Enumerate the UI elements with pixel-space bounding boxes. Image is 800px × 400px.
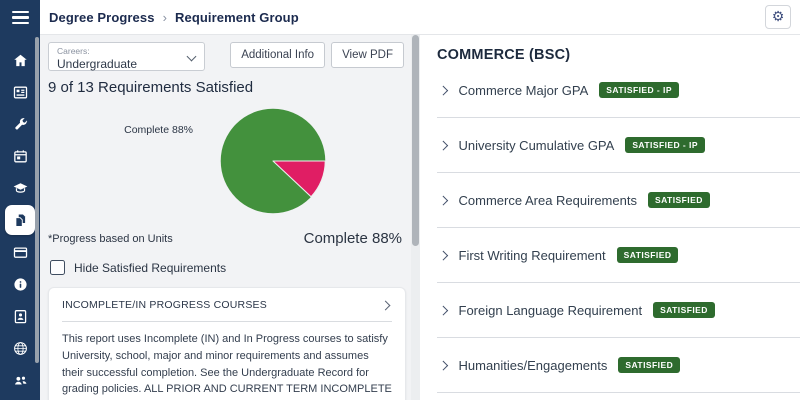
sidebar-scrollbar[interactable]: [35, 37, 39, 363]
complete-percentage-text: Complete 88%: [303, 230, 402, 247]
sidebar-item-global[interactable]: [0, 332, 40, 364]
requirement-row-commerce-major-gpa[interactable]: Commerce Major GPA SATISFIED - IP: [437, 63, 800, 118]
chevron-right-icon: [438, 305, 448, 315]
panel-scrollbar-thumb[interactable]: [412, 35, 419, 246]
panel-scrollbar-track: [411, 35, 420, 400]
pie-incomplete-slice: [272, 160, 326, 198]
sidebar-item-profile-badge[interactable]: [0, 300, 40, 332]
requirement-row-first-writing[interactable]: First Writing Requirement SATISFIED: [437, 228, 800, 283]
people-icon: [14, 376, 26, 384]
progress-panel: Careers: Undergraduate Additional Info V…: [40, 35, 412, 400]
pie-annotation: Complete 88%: [124, 124, 193, 136]
documents-icon: [14, 213, 25, 227]
footnote-row: *Progress based on Units Complete 88%: [48, 230, 406, 247]
globe-icon: [13, 341, 27, 355]
chevron-down-icon: [186, 51, 197, 62]
chevron-right-icon: [438, 140, 448, 150]
requirement-label: University Cumulative GPA: [458, 137, 615, 153]
chevron-right-icon: [438, 360, 448, 370]
additional-info-button[interactable]: Additional Info: [230, 42, 326, 68]
home-icon: [13, 54, 27, 66]
status-badge: SATISFIED - IP: [599, 82, 679, 98]
breadcrumb-separator-icon: ›: [162, 9, 167, 25]
hide-satisfied-row: Hide Satisfied Requirements: [50, 260, 406, 275]
breadcrumb-requirement-group: Requirement Group: [175, 9, 299, 25]
top-header: Degree Progress › Requirement Group ⚙: [40, 0, 800, 35]
wrench-icon: [14, 117, 27, 129]
status-badge: SATISFIED: [618, 357, 681, 373]
careers-select[interactable]: Careers: Undergraduate: [48, 42, 205, 71]
breadcrumb-degree-progress[interactable]: Degree Progress: [49, 9, 155, 25]
requirements-summary: 9 of 13 Requirements Satisfied: [48, 79, 254, 96]
sidebar-item-degree-documents[interactable]: [0, 204, 40, 236]
id-badge-icon: [14, 309, 26, 323]
chevron-right-icon: [380, 300, 391, 310]
requirement-row-humanities-engagements[interactable]: Humanities/Engagements SATISFIED: [437, 338, 800, 393]
status-badge: SATISFIED - IP: [625, 137, 705, 153]
incomplete-courses-body: This report uses Incomplete (IN) and In …: [62, 333, 392, 396]
careers-select-label: Careers:: [57, 46, 90, 56]
sidebar-item-calendar[interactable]: [0, 140, 40, 172]
action-buttons: Additional Info View PDF: [230, 42, 406, 68]
card-divider: [62, 321, 392, 322]
progress-pie-chart: [220, 108, 326, 214]
chevron-right-icon: [438, 85, 448, 95]
records-card-icon: [13, 86, 27, 98]
requirement-label: Commerce Area Requirements: [458, 192, 637, 208]
chevron-right-icon: [438, 250, 448, 260]
careers-select-value: Undergraduate: [57, 57, 138, 71]
incomplete-courses-title: INCOMPLETE/IN PROGRESS COURSES: [62, 299, 267, 311]
program-title: COMMERCE (BSC): [437, 47, 571, 63]
sidebar-item-finances[interactable]: [0, 236, 40, 268]
status-badge: SATISFIED: [647, 192, 710, 208]
view-pdf-button[interactable]: View PDF: [331, 42, 404, 68]
requirement-label: Commerce Major GPA: [458, 82, 589, 98]
progress-footnote: *Progress based on Units: [48, 232, 173, 245]
requirement-label: First Writing Requirement: [458, 247, 606, 263]
sidebar-item-academic-records[interactable]: [0, 76, 40, 108]
controls-row: Careers: Undergraduate Additional Info V…: [48, 42, 406, 71]
active-nav-highlight: [5, 205, 35, 235]
sidebar-item-community[interactable]: [0, 364, 40, 396]
incomplete-courses-header[interactable]: INCOMPLETE/IN PROGRESS COURSES: [62, 299, 392, 311]
hamburger-bars: [11, 10, 29, 25]
requirement-row-university-cumulative-gpa[interactable]: University Cumulative GPA SATISFIED - IP: [437, 118, 800, 173]
breadcrumb: Degree Progress › Requirement Group: [49, 10, 299, 25]
gear-icon: ⚙: [771, 9, 785, 25]
requirement-row-commerce-area[interactable]: Commerce Area Requirements SATISFIED: [437, 173, 800, 228]
incomplete-courses-card: INCOMPLETE/IN PROGRESS COURSES This repo…: [48, 287, 406, 400]
sidebar-item-information[interactable]: [0, 268, 40, 300]
sidebar-item-home[interactable]: [0, 44, 40, 76]
menu-icon[interactable]: [0, 0, 40, 35]
sidebar-item-academics[interactable]: [0, 172, 40, 204]
credit-card-icon: [13, 246, 27, 258]
hide-satisfied-label: Hide Satisfied Requirements: [74, 260, 227, 275]
requirement-label: Humanities/Engagements: [458, 357, 608, 373]
status-badge: SATISFIED: [616, 247, 679, 263]
sidebar-nav: [0, 44, 40, 396]
progress-pie-section: Complete 88%: [48, 96, 406, 230]
status-badge: SATISFIED: [653, 302, 715, 318]
settings-button[interactable]: ⚙: [765, 5, 791, 29]
requirement-label: Foreign Language Requirement: [458, 302, 643, 318]
chevron-right-icon: [438, 195, 448, 205]
requirement-row-foreign-language[interactable]: Foreign Language Requirement SATISFIED: [437, 283, 800, 338]
sidebar-item-tools[interactable]: [0, 108, 40, 140]
graduation-cap-icon: [13, 182, 27, 193]
hide-satisfied-checkbox[interactable]: [50, 260, 65, 275]
app-sidebar: [0, 0, 40, 400]
calendar-icon: [13, 149, 27, 162]
info-icon: [13, 277, 27, 291]
requirements-panel: COMMERCE (BSC) Commerce Major GPA SATISF…: [420, 35, 800, 400]
